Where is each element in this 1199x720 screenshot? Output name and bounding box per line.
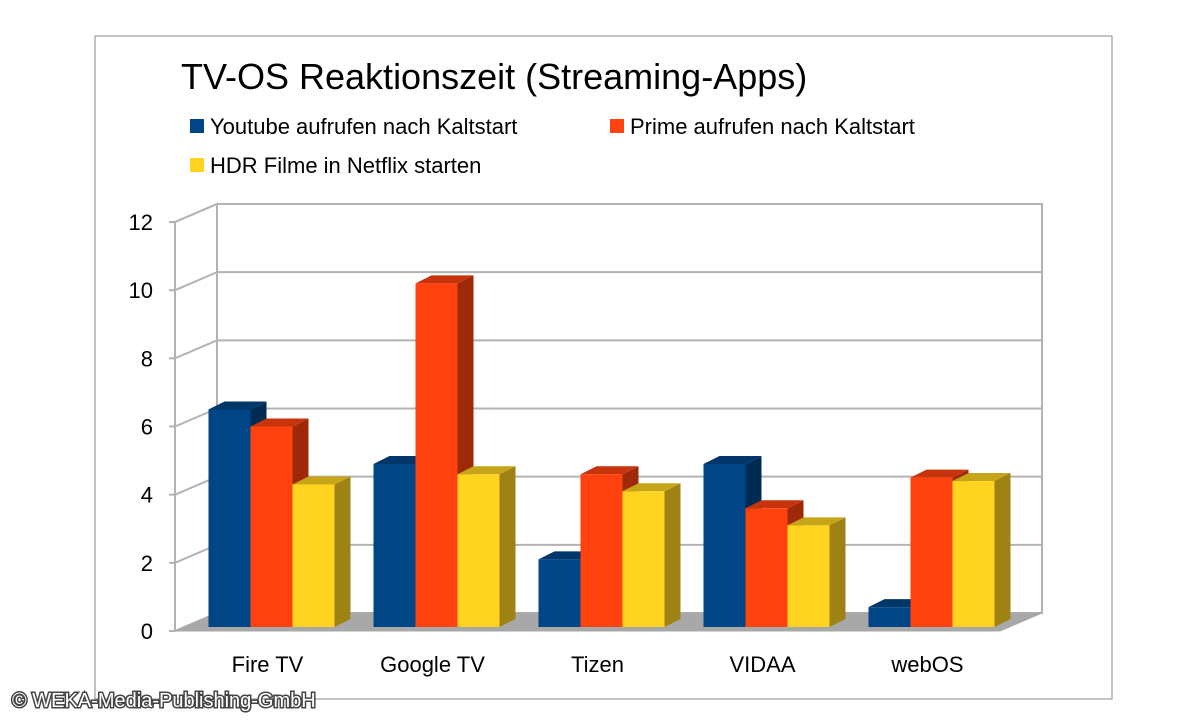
- y-tick-label: 0: [141, 619, 153, 644]
- gridline-side: [174, 271, 218, 292]
- bars: [208, 275, 1011, 627]
- bar: [952, 473, 1011, 627]
- x-axis: Fire TV Google TV Tizen VIDAA webOS: [232, 652, 964, 677]
- x-tick-label: webOS: [890, 652, 963, 677]
- bar: [457, 466, 516, 627]
- chart-title: TV-OS Reaktionszeit (Streaming-Apps): [181, 56, 807, 97]
- x-tick-label: Google TV: [380, 652, 485, 677]
- bar: [787, 517, 846, 627]
- y-tick-label: 6: [141, 415, 153, 440]
- x-tick-label: Tizen: [571, 652, 624, 677]
- gridline-side: [174, 339, 218, 360]
- legend-label-netflix: HDR Filme in Netflix starten: [210, 153, 481, 178]
- legend-swatch-prime: [610, 119, 624, 133]
- y-tick-label: 10: [129, 278, 153, 303]
- y-tick-label: 2: [141, 551, 153, 576]
- legend-label-youtube: Youtube aufrufen nach Kaltstart: [210, 114, 517, 139]
- y-tick-label: 4: [141, 483, 153, 508]
- copyright-watermark: © WEKA-Media-Publishing-GmbH: [12, 690, 316, 712]
- bar: [292, 476, 351, 627]
- legend-swatch-youtube: [190, 119, 204, 133]
- y-tick-label: 12: [129, 210, 153, 235]
- bar: [622, 483, 681, 627]
- legend-swatch-netflix: [190, 158, 204, 172]
- gridline-side: [174, 203, 218, 223]
- y-axis: 0 2 4 6 8 10 12: [129, 210, 176, 644]
- x-tick-label: VIDAA: [729, 652, 795, 677]
- x-tick-label: Fire TV: [232, 652, 304, 677]
- y-tick-label: 8: [141, 346, 153, 371]
- legend: Youtube aufrufen nach Kaltstart Prime au…: [190, 114, 915, 178]
- legend-label-prime: Prime aufrufen nach Kaltstart: [630, 114, 915, 139]
